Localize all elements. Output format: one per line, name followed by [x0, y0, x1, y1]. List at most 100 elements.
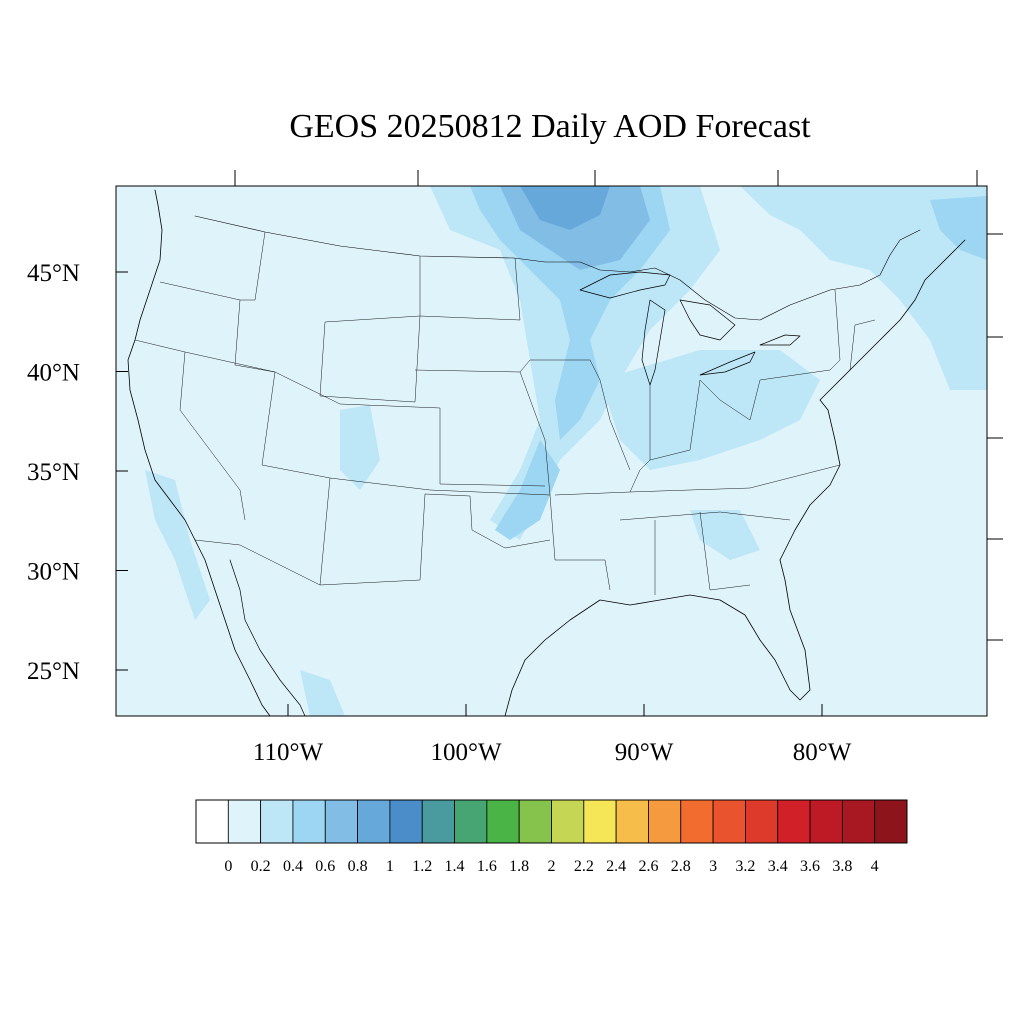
colorbar-swatch [227, 799, 262, 844]
aod-region-sonora [300, 670, 345, 716]
colorbar-label: 0.8 [348, 858, 368, 875]
state-line [699, 379, 761, 421]
colorbar: 0 0.2 0.4 0.6 0.8 1 1.2 1.4 1.6 1.8 2 2.2 2.4 2.6 2.8 3… [195, 799, 908, 875]
state-line [319, 477, 426, 586]
colorbar-swatch [615, 799, 649, 844]
state-line [619, 511, 791, 521]
colorbar-swatch [357, 799, 391, 844]
lon-label: 80°W [793, 739, 852, 766]
aod-region-atlantic [930, 196, 987, 260]
lat-label: 25°N [27, 658, 80, 685]
lake-ontario [759, 334, 801, 346]
state-line [519, 371, 551, 496]
aod-field [145, 186, 987, 716]
state-line [439, 408, 546, 487]
state-line [319, 315, 421, 403]
colorbar-swatch [680, 799, 714, 844]
colorbar-label: 1.8 [509, 858, 529, 875]
aod-region-southern-plains [495, 440, 560, 540]
longitude-axis: 110°W 100°W 90°W 80°W [253, 704, 852, 766]
lake-erie [699, 351, 756, 376]
colorbar-swatch [389, 799, 423, 844]
lat-label: 40°N [27, 360, 80, 387]
map-title: GEOS 20250812 Daily AOD Forecast [289, 108, 811, 145]
lat-label: 45°N [27, 260, 80, 287]
colorbar-label: 2.2 [574, 858, 594, 875]
colorbar-label: 3.6 [800, 858, 820, 875]
colorbar-swatch [324, 799, 358, 844]
aod-region-california [145, 470, 210, 620]
colorbar-swatch [874, 799, 908, 844]
us-canada-border [194, 215, 921, 321]
colorbar-swatch [583, 799, 617, 844]
state-line [424, 493, 551, 549]
colorbar-label: 1.4 [445, 858, 465, 875]
state-line [649, 379, 701, 461]
lake-michigan [641, 299, 666, 386]
aod-region-colorado [340, 405, 380, 490]
state-line [759, 289, 841, 381]
colorbar-swatch [841, 799, 876, 844]
colorbar-label: 1.6 [477, 858, 497, 875]
colorbar-swatch [551, 799, 585, 844]
lon-label: 100°W [430, 739, 501, 766]
aod-region-lake-superior [520, 186, 610, 230]
lake-huron [679, 299, 736, 341]
colorbar-swatch [486, 799, 520, 844]
lat-label: 35°N [27, 459, 80, 486]
colorbar-label: 2.4 [606, 858, 626, 875]
state-line [549, 494, 611, 591]
colorbar-label: 3.2 [735, 858, 755, 875]
colorbar-label: 0.6 [315, 858, 335, 875]
colorbar-label: 0 [224, 858, 232, 875]
colorbar-label: 2.8 [671, 858, 691, 875]
state-line [419, 256, 521, 321]
colorbar-swatch [712, 799, 746, 844]
colorbar-label: 4 [871, 858, 879, 875]
lat-label: 30°N [27, 559, 80, 586]
state-line [849, 319, 876, 371]
state-line [179, 351, 246, 521]
state-lines [134, 231, 876, 595]
colorbar-swatch [809, 799, 843, 844]
colorbar-swatch [518, 799, 552, 844]
state-line [234, 299, 276, 373]
gulf-of-california [229, 559, 306, 716]
colorbar-swatch [421, 799, 455, 844]
frame-ticks [234, 170, 1003, 641]
lake-superior [579, 271, 671, 299]
colorbar-swatch [260, 799, 294, 844]
state-line [159, 231, 266, 301]
aod-region-northeast [740, 186, 987, 390]
colorbar-label: 1 [386, 858, 394, 875]
lon-label: 90°W [615, 739, 674, 766]
state-line [554, 459, 651, 496]
colorbar-swatch [648, 799, 682, 844]
state-line [629, 464, 841, 493]
map-frame [115, 185, 988, 717]
lon-label: 110°W [253, 739, 324, 766]
colorbar-label: 3.4 [768, 858, 788, 875]
colorbar-frame [195, 799, 908, 844]
colorbar-swatch [777, 799, 811, 844]
aod-region-southeast [690, 510, 760, 560]
state-line [414, 359, 601, 381]
gulf-coastline [504, 559, 811, 716]
colorbar-swatch [745, 799, 779, 844]
state-line [599, 379, 631, 471]
latitude-axis: 45°N 40°N 35°N 30°N 25°N [27, 260, 128, 685]
colorbar-swatch [454, 799, 488, 844]
colorbar-label: 0.2 [251, 858, 271, 875]
aod-region-ohio-valley [600, 350, 820, 470]
pacific-coastline [127, 189, 271, 716]
colorbar-label: 1.2 [412, 858, 432, 875]
colorbar-label: 0.4 [283, 858, 303, 875]
colorbar-label: 2 [548, 858, 556, 875]
state-line [194, 539, 321, 586]
colorbar-label: 2.6 [638, 858, 658, 875]
colorbar-swatch [195, 799, 229, 844]
colorbar-label: 3 [709, 858, 717, 875]
colorbar-swatch [292, 799, 326, 844]
state-line [699, 511, 751, 591]
